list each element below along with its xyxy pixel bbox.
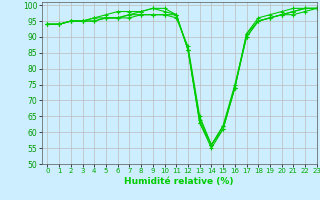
X-axis label: Humidité relative (%): Humidité relative (%) (124, 177, 234, 186)
